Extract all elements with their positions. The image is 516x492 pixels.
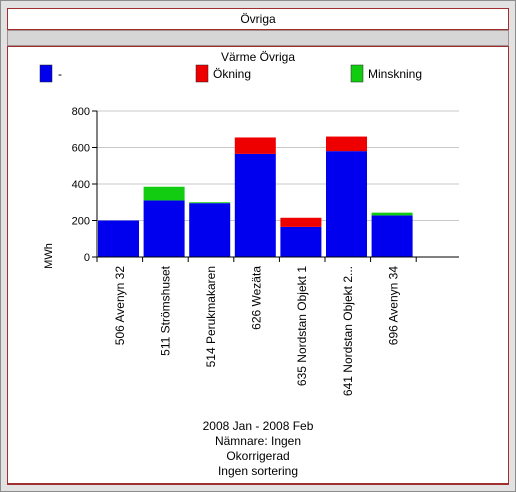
footer-period: 2008 Jan - 2008 Feb [203,419,314,433]
bar-base [143,200,185,257]
bar-increase [280,217,322,227]
legend-swatch-base [39,64,53,83]
bar-increase [234,137,276,154]
footer-denominator: Nämnare: Ingen [215,434,301,448]
bar-base [98,220,139,257]
x-tick-label: 696 Avenyn 34 [386,266,400,346]
legend-label-base: - [58,67,62,81]
bar-base [371,215,413,257]
legend-swatch-decrease [350,64,364,83]
x-tick-label: 511 Strömshuset [158,265,172,355]
x-tick-label: 514 Perukmakaren [204,266,218,367]
x-tick-labels: 506 Avenyn 32 511 Strömshuset 514 Perukmak… [113,265,401,396]
bars [98,136,413,257]
bar-base [326,151,367,257]
bottom-divider [7,484,509,485]
bar-decrease [143,186,185,201]
y-tick-label: 800 [72,106,90,118]
y-axis-label: MWh [43,243,55,269]
y-ticks: 0 200 400 600 800 [72,106,97,264]
y-tick-label: 200 [72,216,90,228]
y-tick-label: 600 [72,143,90,155]
x-tick-label: 626 Wezäta [250,266,264,330]
bar-base [280,226,322,257]
bar-increase [326,136,367,152]
bar-decrease [371,212,413,216]
legend-label-decrease: Minskning [368,67,422,81]
legend-label-increase: Ökning [213,67,251,81]
page-title: Övriga [7,8,509,30]
toolbar-strip [7,30,509,46]
x-tick-label: 641 Nordstan Objekt 2... [341,266,355,396]
chart-title: Värme Övriga [221,50,295,64]
y-tick-label: 0 [84,252,90,264]
legend-swatch-increase [195,64,209,83]
footer-sorting: Ingen sortering [218,464,298,478]
axes [96,111,459,262]
bar-decrease [189,202,231,204]
bar-base [234,153,276,257]
x-tick-label: 635 Nordstan Objekt 1 [295,266,309,386]
footer-correction: Okorrigerad [226,449,289,463]
x-tick-label: 506 Avenyn 32 [113,266,127,346]
y-tick-label: 400 [72,179,90,191]
bar-base [189,203,231,257]
chart-panel [7,46,509,484]
legend: - Ökning Minskning [39,64,422,83]
